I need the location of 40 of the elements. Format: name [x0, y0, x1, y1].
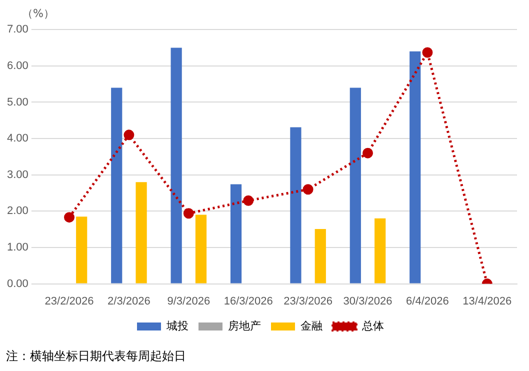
y-tick-label: 3.00 — [6, 168, 28, 181]
bar — [410, 51, 421, 284]
y-tick-label: 0.00 — [6, 278, 28, 290]
y-tick-label: 4.00 — [6, 132, 28, 145]
x-tick-label: 13/4/2026 — [462, 295, 512, 308]
y-tick-label: 1.00 — [6, 242, 28, 254]
point — [362, 148, 374, 158]
x-tick-label: 23/3/2026 — [284, 295, 333, 308]
point — [64, 212, 75, 223]
y-tick-label: 5.00 — [6, 96, 28, 108]
bar — [170, 48, 182, 284]
point — [124, 130, 134, 140]
bar — [76, 216, 88, 284]
text: 注：横轴坐标日期代表每周起始日 — [6, 348, 186, 365]
bar — [374, 218, 386, 284]
bar — [314, 228, 326, 284]
y-axis-title: （%） — [22, 6, 54, 21]
x-tick-label: 6/4/2026 — [406, 295, 449, 308]
y-tick-label: 7.00 — [6, 24, 28, 36]
y-tick-label: 2.00 — [6, 205, 28, 218]
legend-label: 总体 — [361, 320, 384, 333]
point — [183, 208, 194, 219]
x-tick-label: 16/3/2026 — [224, 295, 273, 308]
bar — [136, 182, 147, 284]
legend-label: 城投 — [166, 320, 188, 333]
point — [422, 47, 433, 58]
bar — [195, 214, 207, 284]
point — [243, 195, 254, 206]
y-tick-label: 6.00 — [6, 60, 28, 72]
x-tick-label: 23/2/2026 — [44, 295, 94, 308]
legend-label: 金融 — [300, 320, 322, 333]
bar — [350, 88, 361, 284]
x-tick-label: 30/3/2026 — [343, 295, 392, 308]
legend-label: 房地产 — [228, 320, 261, 333]
bar — [111, 88, 122, 284]
x-tick-label: 9/3/2026 — [167, 295, 210, 308]
x-tick-label: 2/3/2026 — [108, 295, 150, 308]
bar — [230, 184, 242, 284]
point — [302, 184, 314, 195]
bar — [290, 127, 302, 284]
